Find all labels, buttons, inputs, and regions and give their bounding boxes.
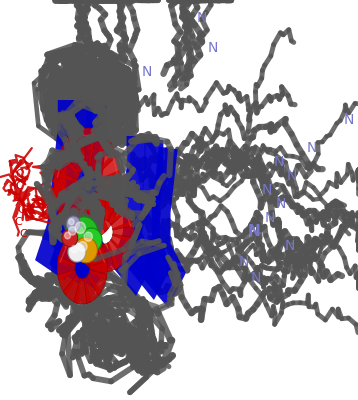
Polygon shape xyxy=(79,128,96,168)
Polygon shape xyxy=(74,205,97,230)
Polygon shape xyxy=(74,234,97,259)
Text: N: N xyxy=(274,155,284,169)
Polygon shape xyxy=(96,186,121,218)
Circle shape xyxy=(84,232,92,241)
Polygon shape xyxy=(87,270,107,295)
Polygon shape xyxy=(58,192,83,232)
Polygon shape xyxy=(107,195,129,225)
Polygon shape xyxy=(64,104,115,288)
Polygon shape xyxy=(63,275,81,303)
Polygon shape xyxy=(73,220,95,244)
Polygon shape xyxy=(111,234,134,259)
Polygon shape xyxy=(67,197,86,240)
Polygon shape xyxy=(49,100,101,284)
Polygon shape xyxy=(58,241,77,266)
Polygon shape xyxy=(144,147,186,308)
Text: C: C xyxy=(16,181,24,191)
Text: C: C xyxy=(14,217,22,227)
Polygon shape xyxy=(54,170,78,198)
Polygon shape xyxy=(57,256,75,280)
Circle shape xyxy=(64,232,71,239)
Text: N: N xyxy=(262,183,272,197)
Circle shape xyxy=(74,237,97,263)
Polygon shape xyxy=(74,278,91,304)
Polygon shape xyxy=(89,128,108,171)
Circle shape xyxy=(78,242,87,251)
Polygon shape xyxy=(54,150,79,182)
Text: C: C xyxy=(18,205,25,215)
Polygon shape xyxy=(112,220,134,244)
Polygon shape xyxy=(84,275,101,303)
Text: N: N xyxy=(287,169,297,183)
Text: N: N xyxy=(285,239,295,253)
Polygon shape xyxy=(87,241,107,266)
Circle shape xyxy=(62,229,78,247)
Polygon shape xyxy=(74,232,91,258)
Circle shape xyxy=(75,222,86,234)
Polygon shape xyxy=(90,256,107,280)
Text: N: N xyxy=(306,141,316,155)
Circle shape xyxy=(69,227,76,235)
Text: C: C xyxy=(71,163,79,173)
Circle shape xyxy=(65,223,85,245)
Text: N: N xyxy=(197,11,207,25)
Circle shape xyxy=(66,216,81,232)
Circle shape xyxy=(71,217,98,247)
Polygon shape xyxy=(89,242,106,272)
Text: N: N xyxy=(142,65,152,79)
Text: N: N xyxy=(251,271,261,285)
Text: C: C xyxy=(12,193,20,203)
Text: N: N xyxy=(265,211,275,225)
Polygon shape xyxy=(93,192,117,232)
Text: N: N xyxy=(276,197,286,211)
Polygon shape xyxy=(102,242,119,272)
Polygon shape xyxy=(58,136,83,176)
Polygon shape xyxy=(102,192,119,222)
Text: N: N xyxy=(238,255,248,269)
Polygon shape xyxy=(111,205,134,230)
Circle shape xyxy=(81,228,102,252)
Text: N: N xyxy=(248,224,261,240)
Polygon shape xyxy=(58,270,77,295)
Polygon shape xyxy=(111,136,154,296)
Circle shape xyxy=(71,245,78,253)
Polygon shape xyxy=(67,128,86,171)
Polygon shape xyxy=(79,200,96,240)
Circle shape xyxy=(69,219,74,225)
Text: N: N xyxy=(344,113,354,127)
Text: C: C xyxy=(16,169,24,179)
Polygon shape xyxy=(79,239,101,269)
Polygon shape xyxy=(96,150,121,182)
Polygon shape xyxy=(63,233,81,261)
Circle shape xyxy=(68,242,86,262)
Polygon shape xyxy=(35,100,87,280)
Polygon shape xyxy=(79,195,101,225)
Polygon shape xyxy=(107,239,129,269)
Polygon shape xyxy=(54,186,79,218)
Polygon shape xyxy=(84,233,101,261)
Polygon shape xyxy=(98,170,122,198)
Polygon shape xyxy=(129,140,171,300)
Polygon shape xyxy=(93,136,117,176)
Text: N: N xyxy=(208,41,218,55)
Polygon shape xyxy=(89,197,108,240)
Text: C: C xyxy=(19,229,27,239)
Polygon shape xyxy=(89,192,106,222)
